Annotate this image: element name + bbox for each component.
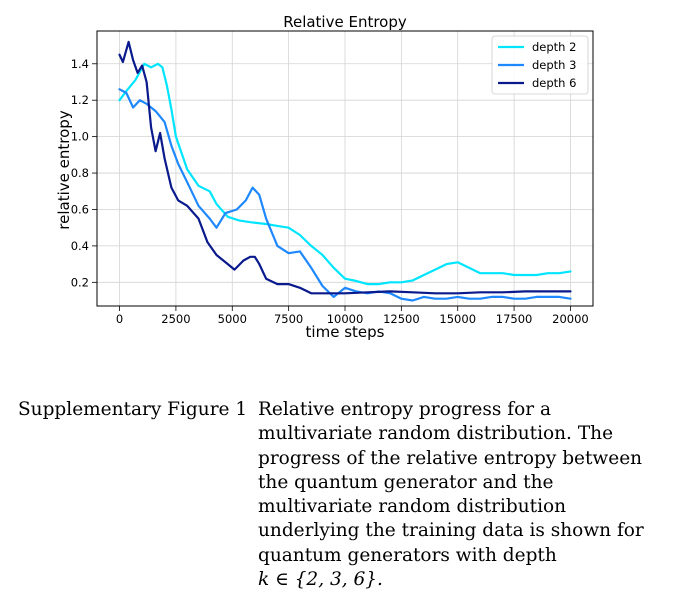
legend-entry: depth 6: [532, 76, 576, 90]
plot-frame: [96, 30, 594, 307]
legend-box: [491, 35, 589, 95]
chart-gridlines: [97, 31, 593, 306]
y-axis-label: relative entropy: [55, 110, 73, 230]
y-tick-label: 1.2: [71, 93, 89, 107]
caption-label: Supplementary Figure 1: [18, 399, 248, 420]
legend-entry: depth 2: [532, 40, 576, 54]
chart-series-lines: [118, 40, 572, 302]
x-tick-label: 15000: [439, 312, 476, 326]
caption-math: k ∈ {2, 3, 6}.: [258, 569, 383, 591]
series-line-depth-3: [118, 88, 572, 302]
caption-line: quantum generators with depth: [258, 544, 557, 566]
y-axis-ticks: 0.2 0.4 0.6 0.8 1.0 1.2 1.4: [71, 57, 97, 289]
x-tick-label: 17500: [496, 312, 533, 326]
caption-body: Relative entropy progress for a multivar…: [258, 398, 668, 592]
legend-entry: depth 3: [532, 58, 576, 72]
series-line-depth-6: [118, 40, 572, 295]
caption-line: multivariate random distribution: [258, 496, 567, 518]
chart-title: Relative Entropy: [283, 13, 407, 31]
x-tick-label: 20000: [552, 312, 589, 326]
x-tick-label: 0: [116, 312, 123, 326]
x-tick-label: 7500: [274, 312, 303, 326]
x-axis-label: time steps: [306, 323, 385, 341]
x-axis-ticks: 0 2500 5000 7500 10000 12500 15000 17500 20000: [116, 306, 589, 326]
caption-line: Relative entropy progress for a: [258, 399, 551, 420]
caption-line: multivariate random distribution. The: [258, 423, 614, 445]
x-tick-label: 12500: [383, 312, 420, 326]
x-tick-label: 10000: [327, 312, 364, 326]
x-tick-label: 5000: [218, 312, 247, 326]
y-tick-label: 0.4: [71, 239, 89, 253]
x-tick-label: 2500: [161, 312, 190, 326]
caption-line: underlying the training data is shown fo…: [258, 520, 644, 542]
y-tick-label: 0.2: [71, 275, 89, 289]
y-tick-label: 0.6: [71, 202, 89, 216]
y-tick-label: 1.0: [71, 130, 89, 144]
relative-entropy-chart: Relative Entropy 0 2500 5000 7500 10000 12500…: [55, 13, 594, 341]
caption-line: progress of the relative entropy between: [258, 447, 643, 469]
caption-line: the quantum generator and the: [258, 471, 554, 493]
series-line-depth-2: [118, 62, 572, 286]
y-tick-label: 1.4: [71, 57, 89, 71]
y-tick-label: 0.8: [71, 166, 89, 180]
chart-legend: depth 2 depth 3 depth 6: [491, 35, 589, 95]
